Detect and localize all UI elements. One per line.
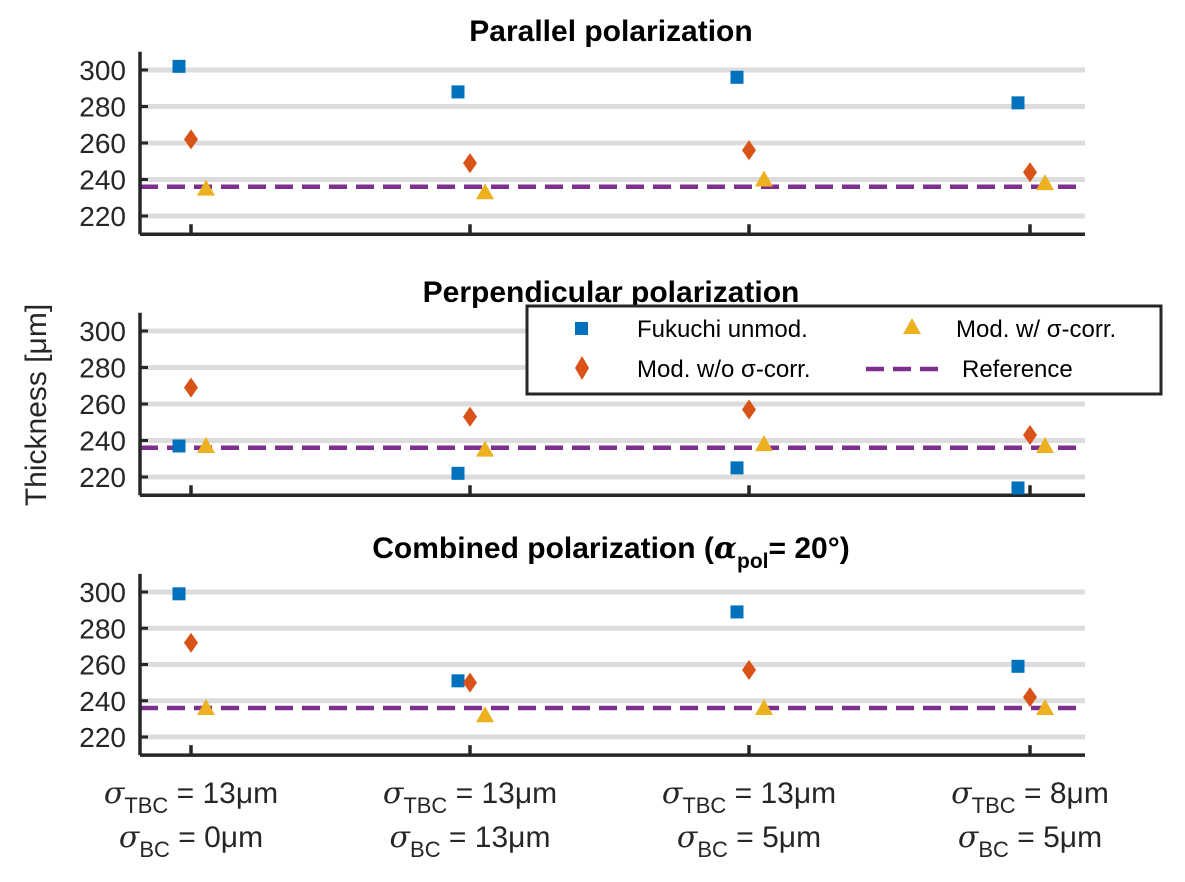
category-label-bc: σBC = 5μm [677,820,821,862]
y-tick-label: 220 [79,201,126,232]
y-tick-label: 280 [79,92,126,123]
point-mod-w-sigma [755,170,773,187]
y-tick-label: 260 [79,389,126,420]
y-tick-label: 300 [79,577,126,608]
panel-1-title: Parallel polarization [469,15,752,48]
y-tick-label: 280 [79,353,126,384]
point-fukuchi-unmod [172,439,186,453]
legend-label-mod-wo: Mod. w/o σ-corr. [637,356,811,383]
point-mod-w-sigma [476,440,494,457]
point-mod-wo-sigma [184,129,198,150]
point-fukuchi-unmod [730,461,744,475]
y-tick-label: 240 [79,165,126,196]
point-mod-wo-sigma [463,406,477,427]
point-mod-wo-sigma [463,672,477,693]
y-tick-label: 280 [79,613,126,644]
point-mod-wo-sigma [1023,425,1037,446]
point-mod-wo-sigma [463,153,477,174]
point-fukuchi-unmod [1011,481,1025,495]
legend-marker-fukuchi [575,322,588,335]
panel-3-title: Combined polarization (αpol= 20°) [372,531,849,573]
y-axis-label: Thickness [μm] [20,304,53,506]
legend: Fukuchi unmod. Mod. w/o σ-corr. Mod. w/ … [525,304,1163,396]
point-fukuchi-unmod [172,59,186,73]
panel-3-title-prefix: Combined polarization ( [372,532,714,565]
category-label-tbc: σTBC = 13μm [104,776,278,818]
point-mod-w-sigma [476,183,494,200]
point-mod-w-sigma [1036,699,1054,715]
point-mod-wo-sigma [1023,687,1037,708]
point-fukuchi-unmod [451,466,465,480]
legend-marker-mod-wo [575,356,589,380]
point-mod-w-sigma [197,179,215,196]
y-tick-label: 220 [79,462,126,493]
category-label-bc: σBC = 5μm [958,820,1102,862]
point-fukuchi-unmod [1011,96,1025,110]
panel-3-title-alpha: α [714,531,737,566]
point-mod-wo-sigma [184,632,198,653]
y-tick-label: 300 [79,316,126,347]
point-mod-w-sigma [197,436,215,453]
legend-label-reference: Reference [962,356,1073,383]
panel-combined: 220 240 260 280 300 [79,573,1085,757]
legend-marker-mod-w [903,318,921,334]
point-mod-w-sigma [197,699,215,715]
point-mod-w-sigma [755,699,773,715]
category-label-bc: σBC = 0μm [119,820,263,862]
legend-box [525,304,1163,396]
y-tick-label: 300 [79,55,126,86]
panel-3-title-suffix: = 20°) [769,532,850,565]
point-fukuchi-unmod [451,674,465,688]
y-tick-label: 260 [79,128,126,159]
y-tick-label: 240 [79,426,126,457]
point-mod-w-sigma [476,706,494,723]
point-mod-w-sigma [1036,436,1054,453]
point-fukuchi-unmod [172,587,186,601]
panel-3-title-sub: pol [737,550,769,573]
point-fukuchi-unmod [730,605,744,619]
point-fukuchi-unmod [730,70,744,84]
panel-2-title: Perpendicular polarization [423,276,800,309]
point-mod-wo-sigma [742,659,756,680]
point-mod-w-sigma [1036,174,1054,191]
point-fukuchi-unmod [451,85,465,99]
category-label-bc: σBC = 13μm [390,820,551,862]
point-mod-wo-sigma [742,140,756,161]
y-tick-label: 260 [79,650,126,681]
legend-label-fukuchi: Fukuchi unmod. [637,316,808,343]
point-mod-wo-sigma [742,399,756,420]
y-tick-label: 220 [79,722,126,753]
y-tick-label: 240 [79,686,126,717]
panel-parallel: 220 240 260 280 300 [79,51,1085,236]
category-label-tbc: σTBC = 13μm [383,776,557,818]
point-mod-wo-sigma [1023,162,1037,183]
category-label-tbc: σTBC = 8μm [951,776,1109,818]
category-label-tbc: σTBC = 13μm [662,776,836,818]
point-mod-w-sigma [755,435,773,452]
point-fukuchi-unmod [1011,659,1025,673]
point-mod-wo-sigma [184,377,198,398]
legend-label-mod-w: Mod. w/ σ-corr. [956,316,1116,343]
